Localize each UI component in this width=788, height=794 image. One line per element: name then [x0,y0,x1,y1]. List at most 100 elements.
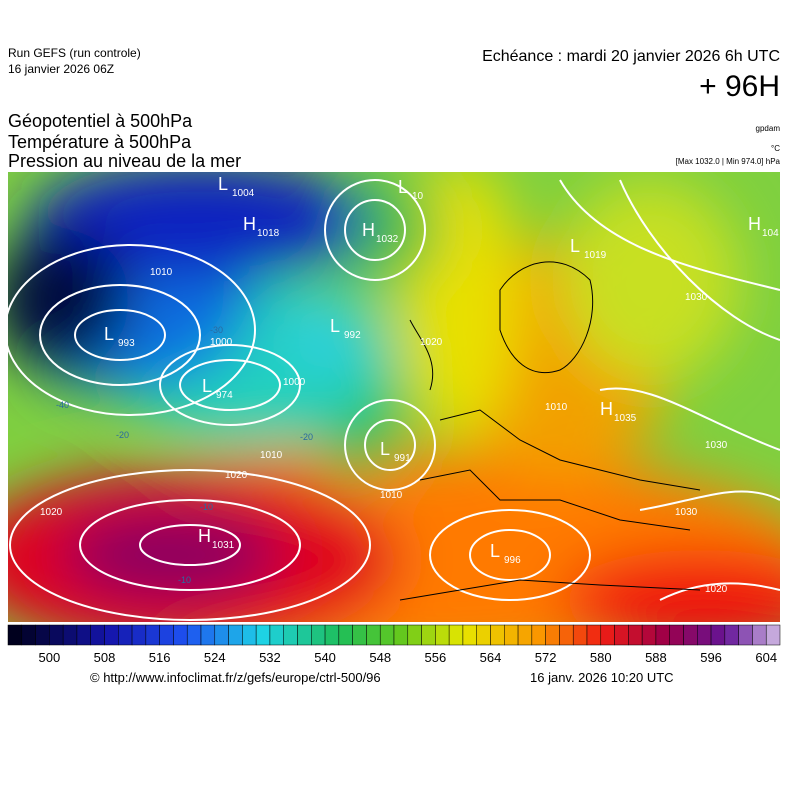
colorbar-cell [393,624,409,646]
colorbar-tick: 540 [314,650,336,665]
field: Température à 500hPa [8,132,192,152]
center-value: 992 [344,330,361,341]
center-type: L [218,174,228,194]
colorbar-cell [214,624,229,646]
isobar-label: 1030 [675,507,698,518]
colorbar-cell [738,624,753,646]
colorbar-cell [669,624,684,646]
isobar-label: 1030 [685,292,708,303]
colorbar-cell [90,624,105,646]
colorbar-tick: 580 [590,650,612,665]
colorbar-cell [366,624,381,646]
horizon: + 96H [699,70,780,103]
center-type: L [330,316,340,336]
range: [Max 1032.0 | Min 974.0] hPa [676,157,781,166]
center-value: 974 [216,390,233,401]
run: 16 janvier 2026 06Z [8,62,114,76]
center-value: 1031 [212,540,235,551]
center-value: 1035 [614,413,637,424]
center-type: L [398,177,408,197]
field: Pression au niveau de la mer [8,151,241,171]
colorbar-tick: 564 [480,650,502,665]
colorbar-cell [200,624,216,646]
colorbar-cell [269,624,284,646]
colorbar-cell [490,624,505,646]
colorbar-cell [49,624,64,646]
center-type: L [380,439,390,459]
colorbar-cell [352,624,367,646]
colorbar-cell [186,624,202,646]
temperature-label: -40 [56,400,69,410]
colorbar-cell [62,624,78,646]
colorbar-cell [297,624,312,646]
center-type: H [748,214,761,234]
colorbar-cell [35,624,50,646]
center-type: H [600,399,613,419]
temperature-label: -10 [178,575,191,585]
center-value: 996 [504,555,521,566]
colorbar-cell [752,624,767,646]
unit: gpdam [756,124,781,133]
center-type: L [104,324,114,344]
colorbar-cell [697,624,712,646]
isobar-label: 1020 [225,470,248,481]
colorbar-cell [614,624,629,646]
colorbar-cell [724,624,739,646]
colorbar-tick: 508 [94,650,116,665]
colorbar-tick: 556 [425,650,447,665]
colorbar-cell [228,624,243,646]
center-type: L [202,376,212,396]
colorbar-tick: 500 [39,650,61,665]
colorbar-cell [131,624,147,646]
center-type: L [570,236,580,256]
isobar-label: 1020 [420,337,443,348]
center-type: H [198,526,211,546]
field: Géopotentiel à 500hPa [8,111,193,131]
colorbar-cell [311,624,326,646]
colorbar-cell [655,624,670,646]
colorbar-cell [765,624,781,646]
isobar-label: 1020 [705,584,728,595]
colorbar-cell [173,624,188,646]
unit: °C [771,144,780,153]
colorbar-cell [242,624,257,646]
isobar-label: 1000 [210,337,233,348]
colorbar-tick: 604 [755,650,777,665]
center-value: 10 [412,191,424,202]
colorbar-cell [641,624,657,646]
colorbar-cell [104,624,119,646]
isobar-label: 1010 [545,402,568,413]
colorbar-tick: 596 [700,650,722,665]
center-value: 991 [394,453,411,464]
center-type: H [362,220,375,240]
isobar-label: 1030 [705,440,728,451]
colorbar-cell [7,624,23,646]
date: 16 janv. 2026 10:20 UTC [530,670,674,685]
colorbar-tick: 516 [149,650,171,665]
isobar-label: 1010 [380,490,403,501]
map [8,172,780,622]
colorbar-cell [21,624,36,646]
colorbar-cell [255,624,271,646]
colorbar-cell [504,624,519,646]
colorbar-cell [118,624,133,646]
colorbar-tick: 532 [259,650,281,665]
colorbar-cell [559,624,574,646]
isobar-label: 1010 [260,450,283,461]
center-value: 1004 [232,188,255,199]
center-value: 104 [762,228,779,239]
colorbar-tick: 548 [369,650,391,665]
center-value: 1032 [376,234,399,245]
colorbar-cell [710,624,726,646]
colorbar-cell [531,624,546,646]
center-type: H [243,214,256,234]
temperature-label: -10 [200,502,213,512]
temperature-label: -30 [210,325,223,335]
colorbar-cell [586,624,602,646]
source: © http://www.infoclimat.fr/z/gefs/europe… [90,670,381,685]
center-value: 1019 [584,250,607,261]
colorbar-cell [76,624,91,646]
isobar-label: 1000 [283,377,306,388]
colorbar-tick: 524 [204,650,226,665]
